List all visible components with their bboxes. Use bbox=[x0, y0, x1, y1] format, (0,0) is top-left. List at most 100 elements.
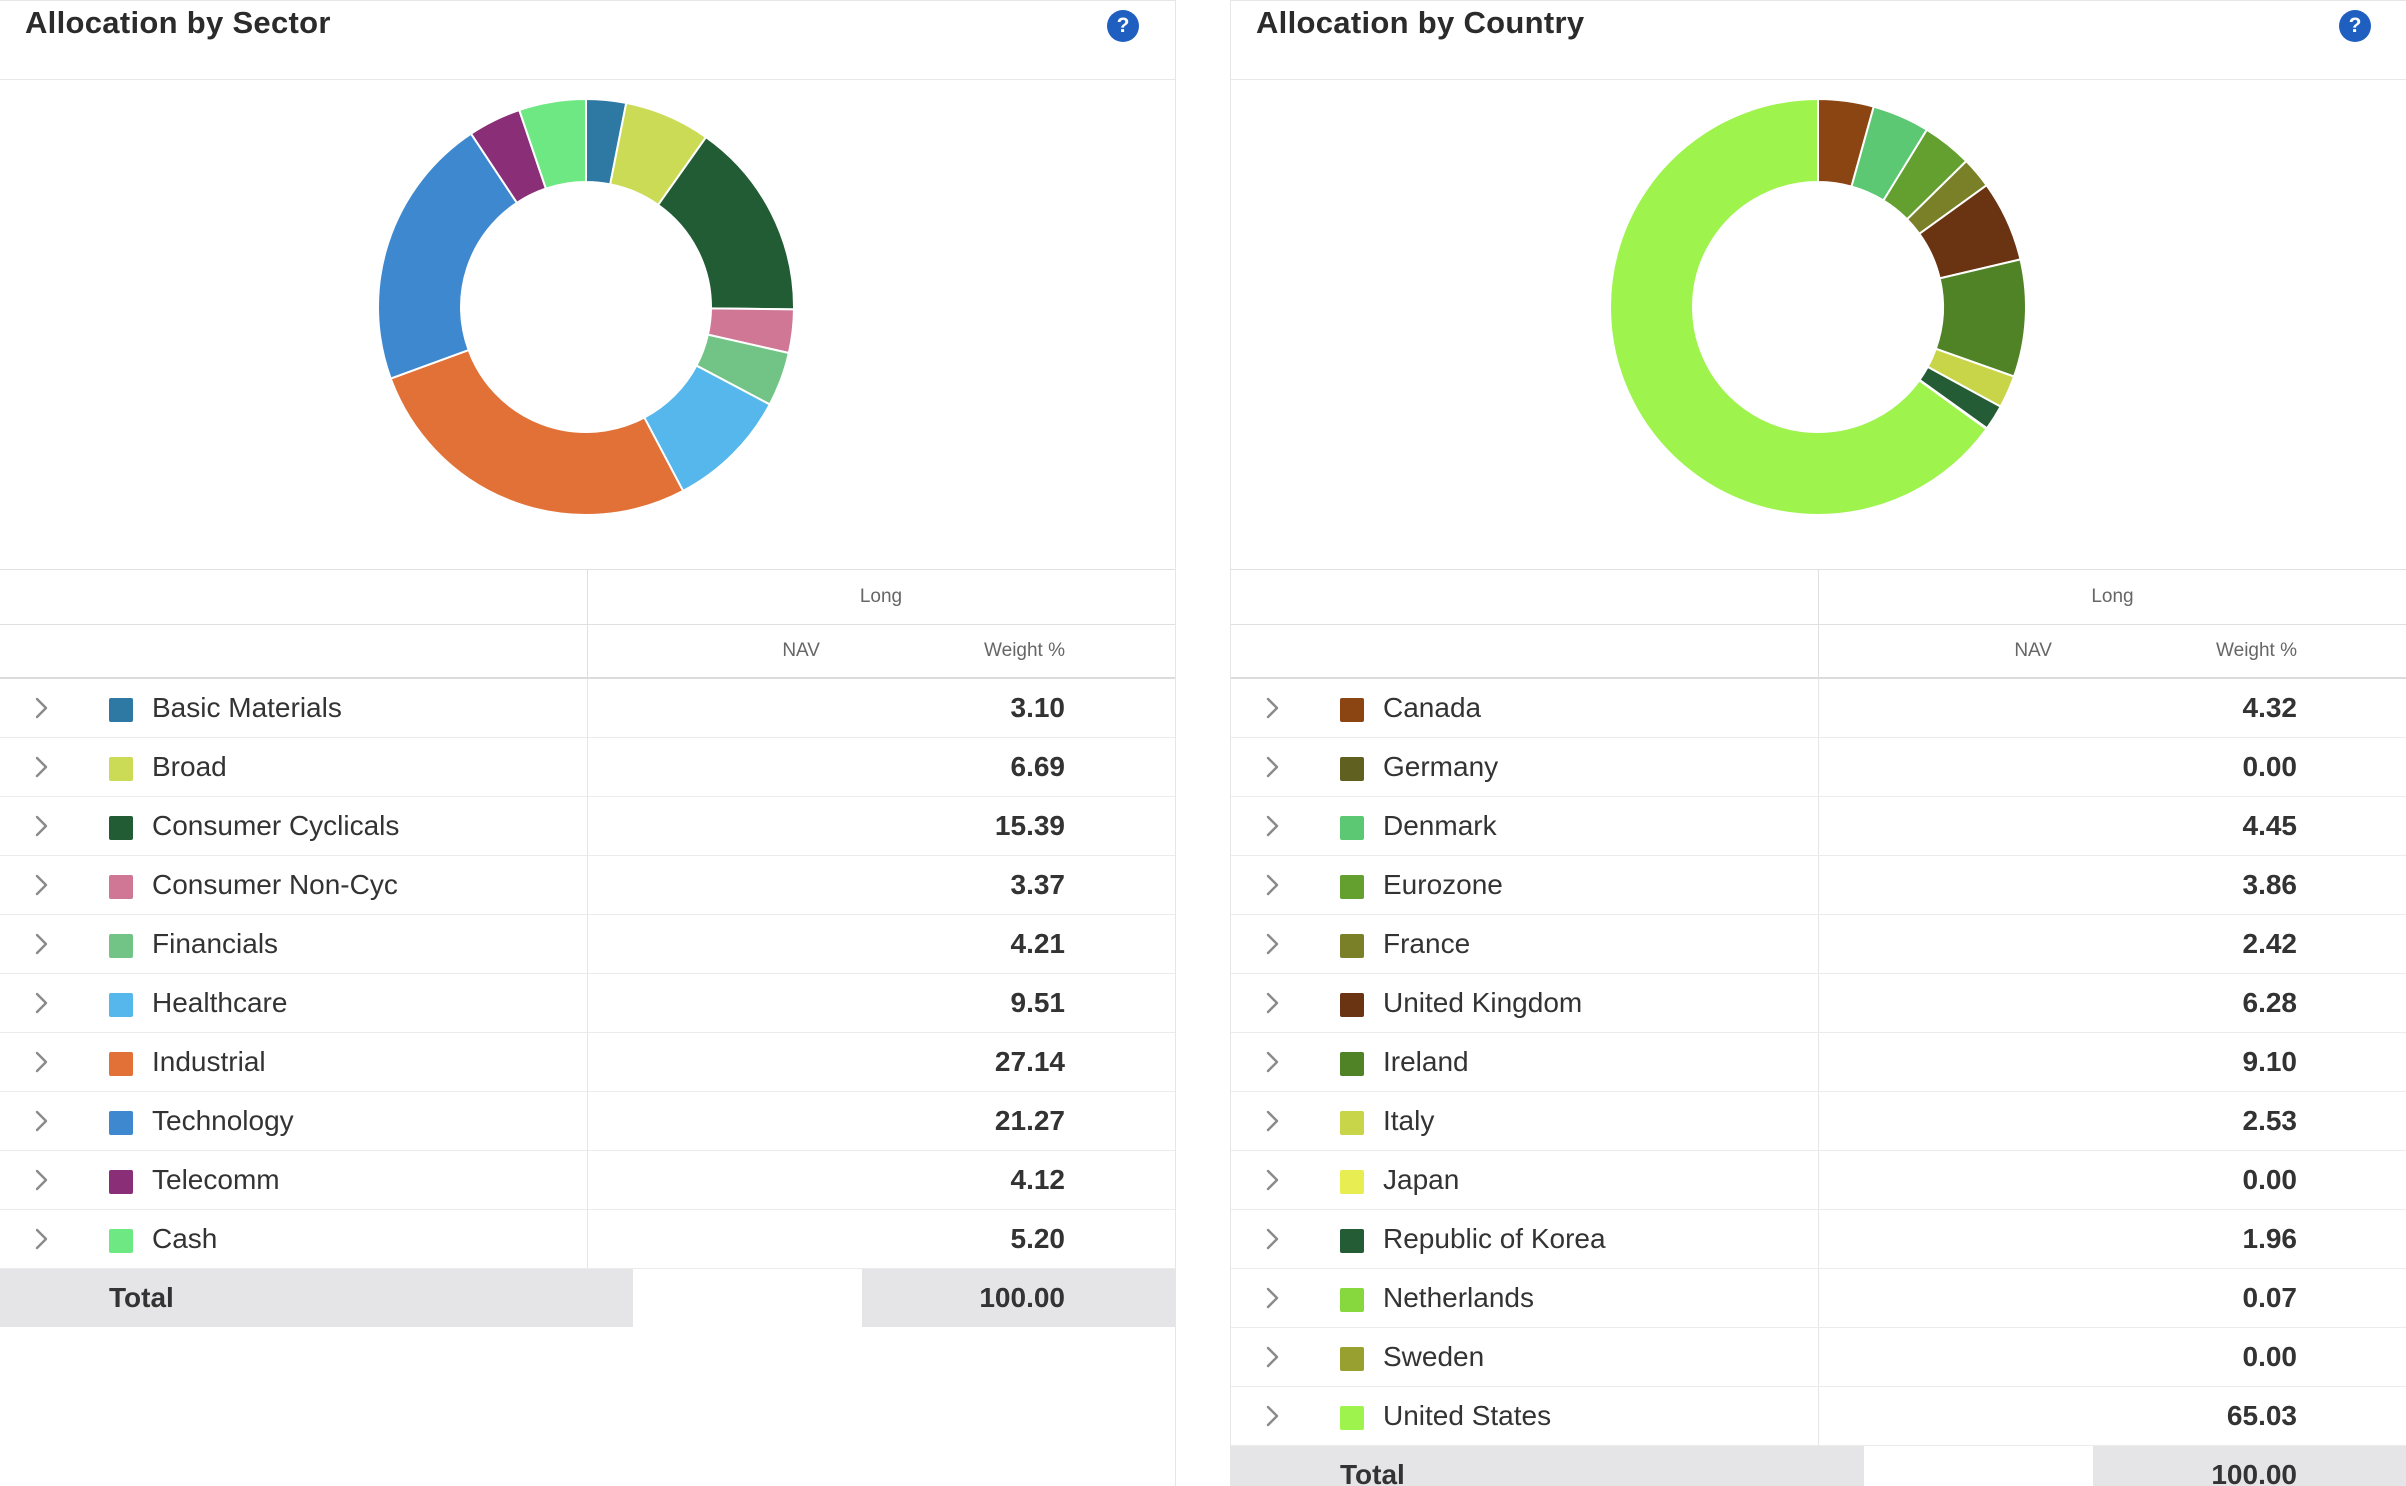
table-row[interactable]: Republic of Korea 1.96 bbox=[1231, 1210, 2406, 1269]
legend-swatch bbox=[109, 1170, 133, 1194]
table-row[interactable]: Telecomm 4.12 bbox=[0, 1151, 1175, 1210]
column-group-long: Long bbox=[859, 586, 903, 607]
table-row[interactable]: Netherlands 0.07 bbox=[1231, 1269, 2406, 1328]
chevron-right-icon[interactable] bbox=[30, 696, 54, 720]
row-weight: 27.14 bbox=[994, 1046, 1065, 1077]
donut-slice-technology[interactable] bbox=[377, 132, 519, 380]
panel-header: Allocation by Sector ? bbox=[0, 1, 1175, 80]
row-label: Republic of Korea bbox=[1383, 1223, 1606, 1254]
donut-slice-industrial[interactable] bbox=[389, 348, 685, 516]
table-row[interactable]: Financials 4.21 bbox=[0, 915, 1175, 974]
row-weight: 6.28 bbox=[2242, 987, 2298, 1018]
country-table: Long NAV Weight % Canada 4.32 Germany 0.00 D… bbox=[1231, 569, 2406, 1486]
row-label: Industrial bbox=[152, 1046, 266, 1077]
chevron-right-icon[interactable] bbox=[30, 991, 54, 1015]
row-label: Consumer Cyclicals bbox=[152, 810, 400, 841]
column-header-weight[interactable]: Weight % bbox=[984, 640, 1065, 661]
chevron-right-icon[interactable] bbox=[1261, 991, 1285, 1015]
table-row[interactable]: Italy 2.53 bbox=[1231, 1092, 2406, 1151]
legend-swatch bbox=[1340, 1347, 1364, 1371]
table-row[interactable]: United Kingdom 6.28 bbox=[1231, 974, 2406, 1033]
panel-title: Allocation by Country bbox=[1256, 5, 1585, 40]
chevron-right-icon[interactable] bbox=[1261, 1404, 1285, 1428]
table-row[interactable]: Eurozone 3.86 bbox=[1231, 856, 2406, 915]
chevron-right-icon[interactable] bbox=[1261, 1227, 1285, 1251]
row-weight: 4.21 bbox=[1010, 928, 1066, 959]
row-weight: 0.00 bbox=[2242, 1341, 2298, 1372]
table-row[interactable]: Cash 5.20 bbox=[0, 1210, 1175, 1269]
chevron-right-icon[interactable] bbox=[30, 873, 54, 897]
chevron-right-icon[interactable] bbox=[1261, 814, 1285, 838]
column-header-nav[interactable]: NAV bbox=[2014, 640, 2052, 661]
row-weight: 6.69 bbox=[1010, 751, 1066, 782]
chevron-right-icon[interactable] bbox=[30, 932, 54, 956]
table-row[interactable]: Technology 21.27 bbox=[0, 1092, 1175, 1151]
table-row[interactable]: Consumer Cyclicals 15.39 bbox=[0, 797, 1175, 856]
table-row[interactable]: Broad 6.69 bbox=[0, 738, 1175, 797]
table-row[interactable]: United States 65.03 bbox=[1231, 1387, 2406, 1446]
legend-swatch bbox=[1340, 934, 1364, 958]
row-label: Financials bbox=[152, 928, 279, 959]
row-weight: 3.86 bbox=[2242, 869, 2298, 900]
row-label: Italy bbox=[1383, 1105, 1435, 1136]
help-icon[interactable]: ? bbox=[1107, 10, 1139, 42]
chevron-right-icon[interactable] bbox=[1261, 1286, 1285, 1310]
chevron-right-icon[interactable] bbox=[1261, 1050, 1285, 1074]
table-row[interactable]: Denmark 4.45 bbox=[1231, 797, 2406, 856]
donut-chart-svg bbox=[377, 97, 795, 516]
table-row[interactable]: Basic Materials 3.10 bbox=[0, 679, 1175, 738]
column-header-nav[interactable]: NAV bbox=[782, 640, 820, 661]
row-weight: 2.42 bbox=[2242, 928, 2298, 959]
chevron-right-icon[interactable] bbox=[1261, 696, 1285, 720]
table-body: Basic Materials 3.10 Broad 6.69 Consumer Cyc… bbox=[0, 679, 1175, 1269]
table-body: Canada 4.32 Germany 0.00 Denmark 4.45 Eurozone… bbox=[1231, 679, 2406, 1446]
legend-swatch bbox=[1340, 1052, 1364, 1076]
table-row[interactable]: Consumer Non-Cyc 3.37 bbox=[0, 856, 1175, 915]
legend-swatch bbox=[109, 1229, 133, 1253]
legend-swatch bbox=[109, 1052, 133, 1076]
table-row[interactable]: Healthcare 9.51 bbox=[0, 974, 1175, 1033]
chevron-right-icon[interactable] bbox=[1261, 873, 1285, 897]
total-row: Total 100.00 bbox=[0, 1269, 1175, 1327]
chevron-right-icon[interactable] bbox=[1261, 755, 1285, 779]
chevron-right-icon[interactable] bbox=[30, 755, 54, 779]
row-weight: 3.10 bbox=[1010, 692, 1066, 723]
table-row[interactable]: Germany 0.00 bbox=[1231, 738, 2406, 797]
chevron-right-icon[interactable] bbox=[30, 1109, 54, 1133]
donut-slice-cash[interactable] bbox=[517, 97, 587, 190]
chevron-right-icon[interactable] bbox=[30, 1227, 54, 1251]
row-label: Sweden bbox=[1383, 1341, 1485, 1372]
table-row[interactable]: Japan 0.00 bbox=[1231, 1151, 2406, 1210]
chevron-right-icon[interactable] bbox=[30, 1050, 54, 1074]
row-weight: 65.03 bbox=[2226, 1400, 2297, 1431]
row-label: United Kingdom bbox=[1383, 987, 1583, 1018]
table-row[interactable]: Sweden 0.00 bbox=[1231, 1328, 2406, 1387]
table-row[interactable]: Industrial 27.14 bbox=[0, 1033, 1175, 1092]
chevron-right-icon[interactable] bbox=[1261, 932, 1285, 956]
chevron-right-icon[interactable] bbox=[1261, 1109, 1285, 1133]
panel-title: Allocation by Sector bbox=[25, 5, 331, 40]
donut-slice-united-states[interactable] bbox=[1609, 97, 1988, 516]
row-weight: 4.12 bbox=[1010, 1164, 1066, 1195]
row-weight: 2.53 bbox=[2242, 1105, 2298, 1136]
row-label: Canada bbox=[1383, 692, 1482, 723]
row-label: Telecomm bbox=[152, 1164, 280, 1195]
help-icon[interactable]: ? bbox=[2339, 10, 2371, 42]
chevron-right-icon[interactable] bbox=[1261, 1345, 1285, 1369]
chevron-right-icon[interactable] bbox=[30, 814, 54, 838]
column-header-weight[interactable]: Weight % bbox=[2216, 640, 2297, 661]
row-label: Ireland bbox=[1383, 1046, 1469, 1077]
chevron-right-icon[interactable] bbox=[1261, 1168, 1285, 1192]
sector-donut-chart bbox=[0, 81, 1175, 569]
column-group-long: Long bbox=[2091, 586, 2134, 607]
country-donut-chart bbox=[1231, 81, 2406, 569]
table-row[interactable]: Canada 4.32 bbox=[1231, 679, 2406, 738]
row-label: Consumer Non-Cyc bbox=[152, 869, 398, 900]
legend-swatch bbox=[109, 816, 133, 840]
table-row[interactable]: France 2.42 bbox=[1231, 915, 2406, 974]
row-weight: 3.37 bbox=[1010, 869, 1066, 900]
table-row[interactable]: Ireland 9.10 bbox=[1231, 1033, 2406, 1092]
chevron-right-icon[interactable] bbox=[30, 1168, 54, 1192]
country-allocation-panel: Allocation by Country ? Long NAV Weight … bbox=[1230, 0, 2406, 1486]
legend-swatch bbox=[109, 934, 133, 958]
